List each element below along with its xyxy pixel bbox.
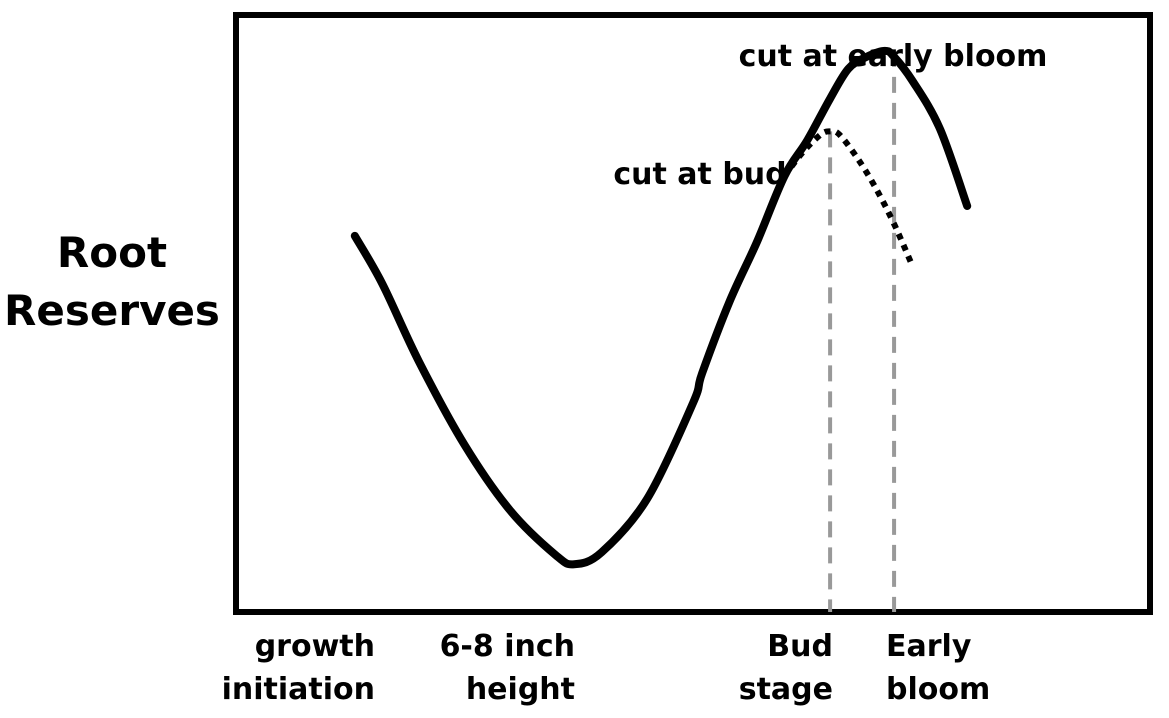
x-tick-early-bloom-line-1: Early	[886, 629, 972, 664]
annotation-cut-at-bud: cut at bud	[613, 157, 786, 192]
x-tick-growth-initiation-line-1: growth	[255, 629, 375, 664]
x-tick-early-bloom-line-2: bloom	[886, 672, 990, 707]
y-axis-label-line-1: Root	[57, 228, 167, 277]
y-axis-label-line-2: Reserves	[4, 286, 220, 335]
x-tick-6-8-inch-height-line-2: height	[466, 672, 575, 707]
annotation-cut-at-early-bloom: cut at early bloom	[739, 39, 1048, 74]
x-tick-bud-stage-line-1: Bud	[767, 629, 833, 664]
x-tick-bud-stage-line-2: stage	[739, 672, 833, 707]
x-tick-6-8-inch-height-line-1: 6-8 inch	[440, 629, 575, 664]
series-cut-at-bud-dotted	[782, 128, 916, 267]
x-tick-growth-initiation-line-2: initiation	[222, 672, 375, 707]
series-group	[350, 46, 972, 569]
stage-markers	[828, 50, 897, 612]
plot-frame	[233, 12, 1153, 615]
series-cut-at-early-bloom-solid	[350, 46, 972, 569]
